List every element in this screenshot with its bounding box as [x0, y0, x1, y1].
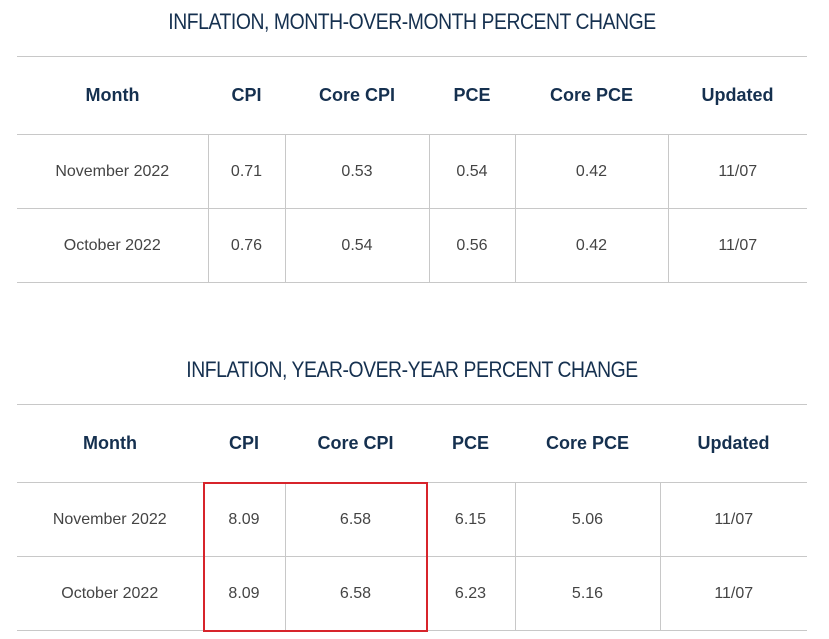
col-header-core-cpi: Core CPI [285, 404, 426, 483]
cell-month: October 2022 [17, 208, 208, 283]
col-header-month: Month [17, 404, 203, 483]
cell-pce: 6.15 [425, 482, 515, 557]
col-header-pce: PCE [429, 56, 515, 135]
cell-core-cpi: 6.58 [284, 556, 426, 631]
mom-section: INFLATION, MONTH-OVER-MONTH PERCENT CHAN… [17, 0, 807, 290]
cell-month: November 2022 [17, 482, 203, 557]
cell-core-pce: 5.06 [514, 482, 660, 557]
col-header-core-pce: Core PCE [515, 56, 668, 135]
mom-header-row: Month CPI Core CPI PCE Core PCE Updated [17, 56, 807, 135]
yoy-header-row: Month CPI Core CPI PCE Core PCE Updated [17, 404, 807, 483]
cell-updated: 11/07 [667, 134, 807, 209]
cell-core-cpi: 0.54 [284, 208, 429, 283]
col-header-pce: PCE [426, 404, 515, 483]
yoy-table: Month CPI Core CPI PCE Core PCE Updated … [17, 404, 807, 631]
table-row: October 2022 0.76 0.54 0.56 0.42 11/07 [17, 208, 807, 283]
cell-month: October 2022 [17, 556, 203, 631]
cell-cpi: 8.09 [202, 482, 285, 557]
cell-core-pce: 0.42 [514, 134, 668, 209]
col-header-core-cpi: Core CPI [285, 56, 429, 135]
table-row: November 2022 0.71 0.53 0.54 0.42 11/07 [17, 134, 807, 209]
cell-pce: 6.23 [425, 556, 515, 631]
mom-table: Month CPI Core CPI PCE Core PCE Updated … [17, 56, 807, 283]
col-header-core-pce: Core PCE [515, 404, 660, 483]
cell-updated: 11/07 [659, 556, 807, 631]
cell-pce: 0.56 [428, 208, 515, 283]
cell-cpi: 0.76 [207, 208, 285, 283]
table-row: November 2022 8.09 6.58 6.15 5.06 11/07 [17, 482, 807, 557]
col-header-cpi: CPI [203, 404, 285, 483]
col-header-updated: Updated [660, 404, 807, 483]
col-header-month: Month [17, 56, 208, 135]
cell-updated: 11/07 [667, 208, 807, 283]
mom-table-title: INFLATION, MONTH-OVER-MONTH PERCENT CHAN… [168, 9, 656, 34]
table-row: October 2022 8.09 6.58 6.23 5.16 11/07 [17, 556, 807, 631]
cell-cpi: 0.71 [207, 134, 285, 209]
cell-core-pce: 5.16 [514, 556, 660, 631]
cell-core-cpi: 6.58 [284, 482, 426, 557]
yoy-table-title: INFLATION, YEAR-OVER-YEAR PERCENT CHANGE [186, 357, 638, 382]
yoy-section: INFLATION, YEAR-OVER-YEAR PERCENT CHANGE… [17, 348, 807, 638]
cell-core-cpi: 0.53 [284, 134, 429, 209]
col-header-cpi: CPI [208, 56, 285, 135]
cell-pce: 0.54 [428, 134, 515, 209]
cell-cpi: 8.09 [202, 556, 285, 631]
cell-month: November 2022 [17, 134, 208, 209]
cell-core-pce: 0.42 [514, 208, 668, 283]
cell-updated: 11/07 [659, 482, 807, 557]
col-header-updated: Updated [668, 56, 807, 135]
